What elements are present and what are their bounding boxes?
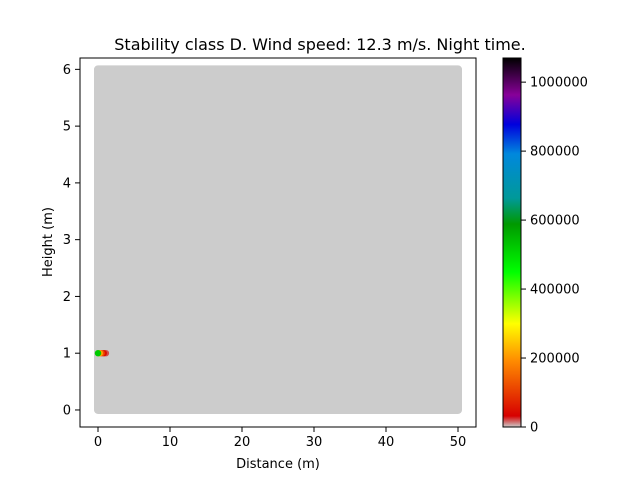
y-tick-label: 3 — [63, 233, 71, 248]
chart-title: Stability class D. Wind speed: 12.3 m/s.… — [114, 35, 525, 54]
x-axis-ticks: 0 10 20 30 40 50 — [94, 427, 466, 450]
y-axis-ticks: 0 1 2 3 4 5 6 — [63, 63, 80, 418]
x-tick-label: 20 — [234, 435, 251, 450]
x-tick-label: 10 — [162, 435, 179, 450]
colorbar-tick-label: 1000000 — [530, 76, 588, 91]
source-point — [95, 351, 101, 356]
colorbar-tick-label: 0 — [530, 421, 538, 436]
x-tick-label: 50 — [450, 435, 467, 450]
y-tick-label: 5 — [63, 120, 71, 135]
colorbar-tick-label: 200000 — [530, 352, 580, 367]
x-tick-label: 30 — [306, 435, 323, 450]
y-tick-label: 1 — [63, 347, 71, 362]
colorbar-tick-label: 600000 — [530, 214, 580, 229]
x-tick-label: 0 — [94, 435, 102, 450]
plume-group — [94, 350, 110, 357]
y-tick-label: 6 — [63, 63, 71, 78]
y-axis-label: Height (m) — [41, 207, 56, 277]
y-tick-label: 0 — [63, 403, 71, 418]
colorbar: 0 200000 400000 600000 800000 1000000 — [502, 57, 588, 436]
y-tick-label: 2 — [63, 290, 71, 305]
colorbar-ticks: 0 200000 400000 600000 800000 1000000 — [521, 76, 588, 436]
colorbar-tick-label: 800000 — [530, 145, 580, 160]
colorbar-gradient-bar — [503, 58, 521, 427]
x-tick-label: 40 — [378, 435, 395, 450]
colorbar-frame — [502, 57, 522, 428]
field-background — [94, 65, 462, 414]
plot-area — [79, 57, 477, 428]
y-tick-label: 4 — [63, 176, 71, 191]
plot-frame — [79, 57, 477, 428]
colorbar-tick-label: 400000 — [530, 283, 580, 298]
x-axis-label: Distance (m) — [236, 457, 320, 472]
